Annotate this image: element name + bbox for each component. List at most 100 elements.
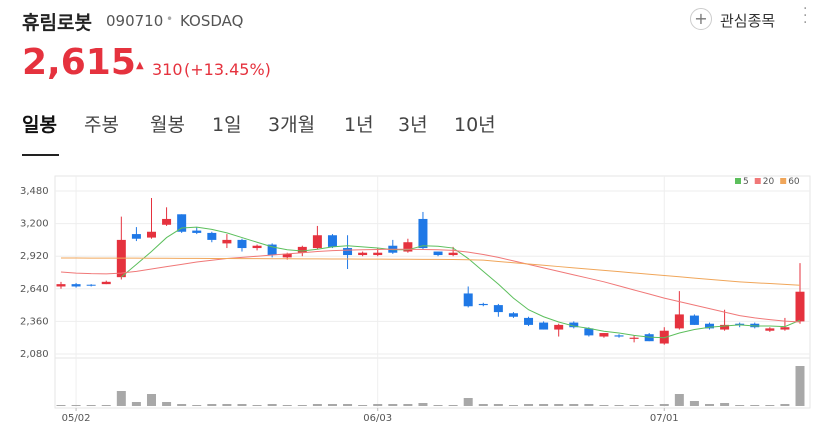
market: KOSDAQ [180, 12, 244, 30]
volume-bar [373, 404, 383, 406]
volume-bar [101, 405, 111, 406]
volume-bar [343, 404, 353, 406]
volume-bar [131, 402, 141, 406]
volume-bar [162, 402, 172, 406]
x-tick-label: 07/01 [650, 413, 679, 424]
tab[interactable]: 3개월 [268, 114, 316, 136]
candle-body [101, 281, 111, 285]
volume-bar [267, 404, 277, 406]
volume-bar [192, 405, 202, 406]
watch-icon[interactable]: + [690, 8, 712, 30]
ma-line [61, 257, 801, 286]
volume-bar [177, 404, 187, 406]
candle-body [358, 252, 368, 256]
tab[interactable]: 1년 [344, 114, 374, 136]
candle-body [343, 248, 353, 256]
y-tick-label: 2,640 [20, 284, 49, 295]
x-tick-label: 05/02 [62, 413, 91, 424]
volume-bar [674, 394, 684, 406]
volume-bar [539, 404, 549, 406]
tab-underline [22, 154, 59, 156]
y-tick-label: 2,080 [20, 349, 49, 360]
volume-bar [735, 405, 745, 406]
candle-body [599, 333, 609, 337]
watch-button[interactable]: 관심종목 [720, 12, 776, 30]
candle-body [312, 235, 322, 249]
candle-body [659, 330, 669, 344]
up-arrow: ▲ [136, 60, 144, 71]
candle-body [720, 324, 730, 330]
candle-body [614, 335, 624, 337]
candle-body [674, 314, 684, 329]
candle-body [177, 214, 187, 232]
candle-body [554, 324, 564, 330]
ma-line [121, 226, 801, 339]
stock-name: 휴림로봇 [22, 12, 92, 34]
volume-bar [705, 404, 715, 406]
volume-bar [433, 405, 443, 406]
change: 310 [152, 60, 183, 79]
candle-body [735, 323, 745, 325]
candle-body [297, 246, 307, 253]
volume-bar [463, 398, 473, 406]
candle-body [493, 305, 503, 313]
price: 2,615 [22, 42, 136, 83]
volume-bar [659, 404, 669, 406]
tab[interactable]: 1일 [212, 114, 242, 136]
candle-body [629, 337, 639, 339]
y-tick-label: 2,360 [20, 316, 49, 327]
legend-label: 60 [788, 177, 800, 187]
legend-label: 20 [763, 177, 775, 187]
volume-bar [614, 405, 624, 406]
candle-body [569, 322, 579, 328]
candle-body [463, 293, 473, 307]
volume-bar [780, 404, 790, 406]
candle-body [524, 317, 534, 325]
volume-bar [524, 404, 534, 406]
y-tick-label: 3,480 [20, 186, 49, 197]
volume-bar [599, 405, 609, 406]
more-menu[interactable]: · · · [803, 1, 808, 31]
candle-body [539, 322, 549, 330]
candle-body [327, 235, 337, 247]
legend-label: 5 [743, 177, 749, 187]
volume-bar [388, 404, 398, 406]
tab[interactable]: 10년 [454, 114, 496, 136]
candle-body [131, 234, 141, 239]
tab[interactable]: 3년 [398, 114, 428, 136]
volume-bar [493, 404, 503, 406]
legend-swatch [754, 178, 761, 184]
tab[interactable]: 주봉 [84, 114, 119, 136]
tab[interactable]: 일봉 [22, 114, 57, 136]
candle-body [584, 328, 594, 336]
volume-bar [252, 405, 262, 406]
volume-bar [327, 404, 337, 406]
volume-bar [116, 391, 126, 406]
stock-code: 090710 [106, 12, 164, 30]
candle-body [207, 232, 217, 240]
volume-bar [795, 366, 805, 406]
volume-bar [312, 404, 322, 406]
volume-bar [644, 405, 654, 406]
candle-body [146, 231, 156, 238]
candle-body [222, 239, 232, 244]
candle-body [237, 239, 247, 249]
volume-bar [629, 405, 639, 406]
candle-body [418, 218, 428, 249]
volume-bar [297, 405, 307, 406]
candle-body [750, 323, 760, 328]
candle-body [508, 313, 518, 317]
candle-body [403, 242, 413, 252]
y-tick-label: 3,200 [20, 219, 49, 230]
volume-bar [554, 404, 564, 406]
x-tick-label: 06/03 [363, 413, 392, 424]
candle-body [765, 328, 775, 331]
candle-body [192, 230, 202, 233]
tab[interactable]: 월봉 [150, 114, 185, 136]
candle-body [795, 291, 805, 322]
volume-bar [86, 405, 96, 406]
volume-bar [56, 405, 66, 406]
candle-body [373, 252, 383, 256]
volume-bar [689, 401, 699, 406]
